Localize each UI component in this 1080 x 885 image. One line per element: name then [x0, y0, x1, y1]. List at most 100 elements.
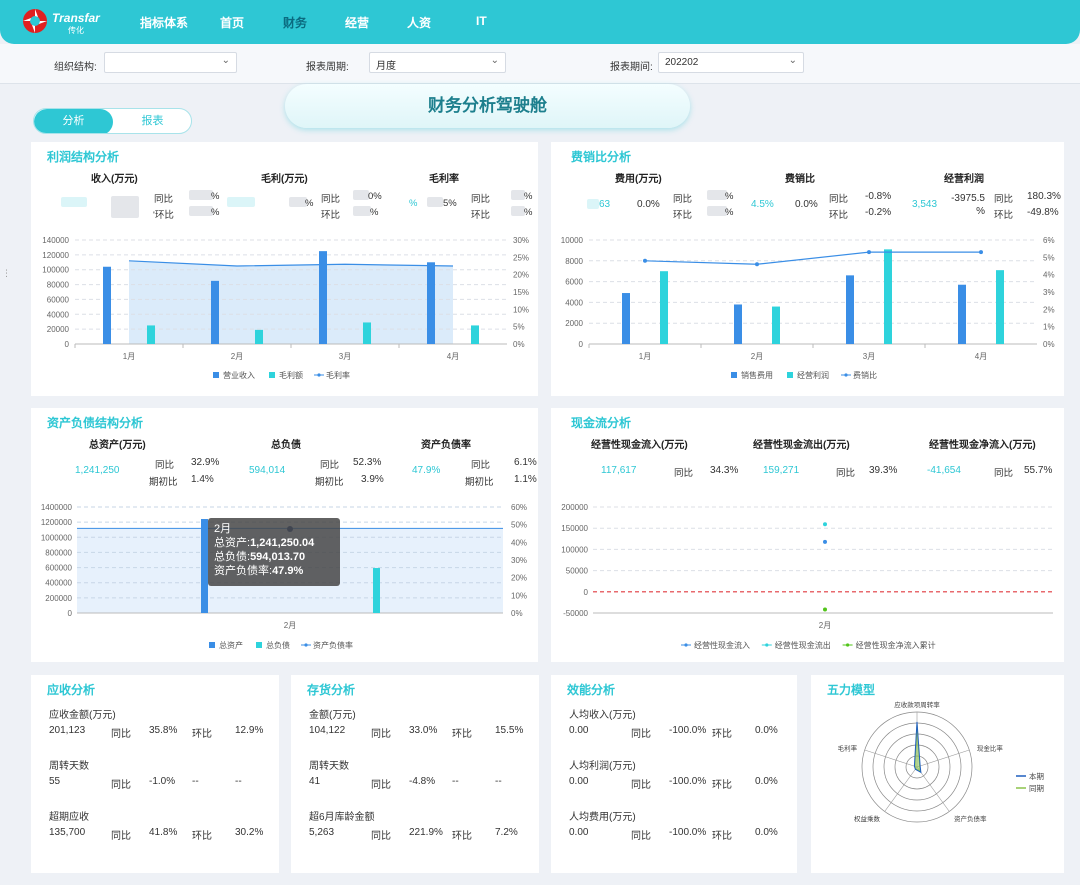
period-select[interactable]: 月度 ⌄: [369, 52, 506, 73]
line-费销比: [644, 251, 981, 265]
legend-label: 经营性现金流出: [775, 640, 831, 650]
y2-tick-label: 15%: [513, 288, 529, 297]
receivable-panel: 应收分析 应收金额(万元) 201,123 同比 35.8% 环比 12.9% 周转天数 55…: [31, 675, 279, 873]
legend-swatch: [846, 643, 850, 647]
tooltip-row-debt: 总负债:594,013.70: [214, 550, 334, 564]
brand-sub: 传化: [68, 26, 84, 35]
masked-value: [587, 199, 599, 209]
income-header: 收入(万元): [91, 174, 138, 185]
debt-ratio-value: 47.9%: [412, 465, 441, 476]
bar-营业收入: [319, 251, 327, 344]
top-navbar: Transfar 传化 指标体系 首页 财务 经营 人资 IT: [0, 0, 1080, 44]
expense-chart: 10000 8000 6000 4000 2000 0 6% 5% 4% 3% 2% 1% 0% 1月 2月…: [561, 236, 1055, 380]
kpi-mom: 0.0%: [755, 776, 778, 787]
gross-mom-label: 环比: [321, 210, 341, 221]
nav-item-finance[interactable]: 财务: [283, 16, 308, 30]
bar-营业收入: [427, 262, 435, 344]
efficiency-panel: 效能分析 人均收入(万元) 0.00 同比 -100.0% 环比 0.0% 人均利润(万元)…: [551, 675, 797, 873]
masked-value: [511, 206, 525, 216]
total-debt-header: 总负债: [271, 440, 301, 451]
ratio-yoy: -0.8%: [865, 191, 892, 202]
brand-logo[interactable]: Transfar 传化: [22, 8, 118, 36]
cash-net-header: 经营性现金净流入(万元): [929, 440, 1036, 451]
nav-item-operation[interactable]: 经营: [345, 16, 370, 30]
kpi-label: 周转天数: [309, 761, 349, 772]
y2-tick-label: 30%: [513, 236, 529, 245]
nav-item-it[interactable]: IT: [476, 14, 487, 28]
bar-经营利润: [772, 306, 780, 344]
radar-axis: [864, 749, 918, 768]
legend-swatch: [317, 373, 321, 377]
bar-经营利润: [884, 249, 892, 344]
kpi-mom-label: 环比: [452, 831, 472, 842]
org-select[interactable]: ⌄: [104, 52, 237, 73]
y-tick-label: 2000: [565, 319, 583, 328]
kpi-yoy: -4.8%: [409, 776, 436, 787]
legend-label: 毛利额: [279, 370, 303, 380]
legend-label: 毛利率: [326, 370, 350, 380]
y-tick-label: -50000: [563, 609, 588, 618]
legend-swatch: [269, 372, 275, 378]
ratio-rate: 0.0%: [795, 199, 818, 210]
chevron-down-icon: ⌄: [788, 55, 797, 66]
total-asset-value: 1,241,250: [75, 465, 120, 476]
kpi-value: 0.00: [569, 725, 589, 736]
gross-header: 毛利(万元): [261, 174, 308, 185]
y2-tick-label: 0%: [1043, 340, 1055, 349]
legend-swatch: [209, 642, 215, 648]
kpi-mom: --: [235, 776, 242, 787]
y-tick-label: 10000: [561, 236, 584, 245]
nav-item-hr[interactable]: 人资: [407, 16, 432, 30]
tab-report[interactable]: 报表: [141, 115, 164, 127]
tab-analysis[interactable]: 分析: [34, 109, 113, 133]
legend-swatch: [787, 372, 793, 378]
masked-value: [353, 206, 371, 216]
x-tick-label: 1月: [639, 352, 651, 361]
date-select[interactable]: 202202 ⌄: [658, 52, 804, 73]
y2-tick-label: 50%: [511, 521, 527, 530]
total-debt-yoy: 52.3%: [353, 457, 382, 468]
point-经营性现金净流入累计: [823, 607, 827, 612]
bar-总资产: [201, 519, 208, 613]
legend-swatch: [213, 372, 219, 378]
y2-tick-label: 0%: [511, 609, 523, 618]
inventory-title: 存货分析: [307, 683, 356, 697]
legend-swatch: [844, 373, 848, 377]
period-select-value: 月度: [376, 61, 396, 72]
asset-base-label: 期初比: [149, 477, 178, 488]
margin-frag: %: [409, 198, 418, 209]
cash-out-yoy: 39.3%: [869, 465, 898, 476]
nav-item-indicators[interactable]: 指标体系: [140, 16, 189, 30]
ratio-mom: -0.2%: [865, 207, 892, 218]
debt-ratio-yoy: 6.1%: [514, 457, 537, 468]
bar-毛利额: [147, 325, 155, 344]
kpi-value: 201,123: [49, 725, 86, 736]
drag-handle-icon[interactable]: ⋮: [2, 268, 11, 278]
nav-item-home[interactable]: 首页: [220, 16, 245, 30]
kpi-mom: 0.0%: [755, 827, 778, 838]
brand-name: Transfar: [52, 11, 100, 25]
bar-销售费用: [846, 275, 854, 344]
margin-header: 毛利率: [429, 174, 459, 185]
radar-axis-label: 权益乘数: [854, 814, 881, 823]
point-费销比: [867, 250, 871, 255]
logo-icon: [23, 9, 47, 33]
y2-tick-label: 25%: [513, 253, 529, 262]
masked-value: [227, 197, 255, 207]
legend-label: 本期: [1029, 771, 1044, 781]
legend-swatch: [731, 372, 737, 378]
bar-销售费用: [958, 284, 966, 344]
ratio-header: 费销比: [785, 174, 815, 185]
x-tick-label: 2月: [819, 621, 831, 630]
y2-tick-label: 5%: [513, 323, 525, 332]
kpi-label: 人均利润(万元): [569, 761, 636, 772]
expense-yoy-label: 同比: [673, 194, 693, 205]
kpi-mom: 12.9%: [235, 725, 264, 736]
x-tick-label: 4月: [447, 352, 459, 361]
y2-tick-label: 3%: [1043, 288, 1055, 297]
kpi-value: 41: [309, 776, 321, 787]
kpi-yoy-label: 同比: [111, 729, 131, 740]
radar-axis-label: 应收款项周转率: [894, 700, 940, 709]
kpi-mom-label: 环比: [192, 729, 212, 740]
